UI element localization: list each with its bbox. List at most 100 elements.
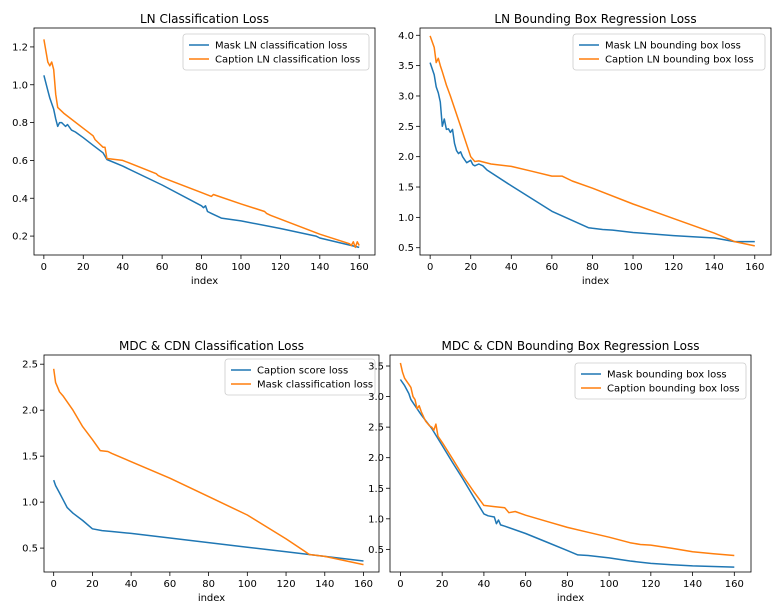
series-line-1 (399, 379, 735, 568)
x-tick-label: 80 (586, 262, 599, 273)
x-tick-label: 40 (125, 579, 138, 590)
x-tick-label: 40 (505, 262, 518, 273)
x-tick-label: 120 (271, 262, 290, 273)
x-tick-label: 0 (50, 579, 56, 590)
x-tick-label: 60 (163, 579, 176, 590)
x-axis-label: index (557, 593, 584, 604)
x-tick-label: 120 (277, 579, 296, 590)
x-tick-label: 0 (397, 579, 403, 590)
legend-label-1: Caption score loss (257, 366, 348, 377)
chart-title: LN Bounding Box Regression Loss (494, 12, 696, 26)
y-tick-label: 3.5 (398, 61, 414, 72)
y-tick-label: 2.5 (22, 360, 38, 371)
x-tick-label: 60 (546, 262, 559, 273)
y-tick-label: 1.0 (12, 80, 28, 91)
x-tick-label: 100 (623, 262, 642, 273)
chart-title: LN Classification Loss (140, 12, 269, 26)
series-line-1 (43, 75, 360, 249)
y-tick-label: 1.0 (22, 498, 38, 509)
legend: Mask LN classification loss Caption LN cl… (182, 33, 370, 71)
legend-box (574, 362, 747, 400)
x-tick-label: 160 (350, 262, 369, 273)
x-tick-label: 60 (156, 262, 169, 273)
legend-label-2: Caption LN bounding box loss (605, 55, 754, 66)
x-tick-label: 20 (86, 579, 99, 590)
y-tick-label: 0.4 (12, 194, 28, 205)
legend-box (182, 33, 370, 71)
legend-label-2: Mask classification loss (257, 380, 373, 391)
chart-2: LN Bounding Box Regression Loss 0 20 40 60 80… (398, 12, 772, 287)
legend-label-1: Mask bounding box loss (607, 370, 727, 381)
y-tick-label: 2.0 (368, 453, 384, 464)
x-tick-label: 80 (561, 579, 574, 590)
x-tick-label: 160 (354, 579, 373, 590)
plot-frame (43, 354, 380, 573)
x-axis-label: index (191, 276, 218, 287)
x-tick-label: 100 (600, 579, 619, 590)
x-tick-label: 80 (202, 579, 215, 590)
y-tick-label: 1.2 (12, 42, 28, 53)
x-tick-label: 140 (310, 262, 329, 273)
y-tick-label: 1.0 (368, 514, 384, 525)
x-tick-label: 140 (705, 262, 724, 273)
x-tick-label: 100 (231, 262, 250, 273)
y-tick-label: 2.0 (398, 152, 414, 163)
x-tick-label: 20 (436, 579, 449, 590)
y-tick-label: 3.5 (368, 362, 384, 373)
y-tick-label: 0.5 (22, 544, 38, 555)
x-axis-label: index (582, 276, 609, 287)
x-tick-label: 160 (725, 579, 744, 590)
x-tick-label: 100 (238, 579, 257, 590)
legend-label-1: Mask LN bounding box loss (605, 41, 741, 52)
legend-box (224, 358, 376, 396)
chart-title: MDC & CDN Classification Loss (119, 339, 304, 353)
x-tick-label: 20 (77, 262, 90, 273)
series-line-2 (429, 35, 755, 247)
x-tick-label: 140 (315, 579, 334, 590)
plot-frame (419, 27, 772, 256)
x-tick-label: 40 (116, 262, 129, 273)
x-tick-label: 20 (464, 262, 477, 273)
x-tick-label: 140 (683, 579, 702, 590)
legend: Mask bounding box loss Caption bounding b… (574, 362, 747, 400)
legend: Caption score loss Mask classification lo… (224, 358, 376, 396)
legend-label-2: Caption LN classification loss (215, 55, 360, 66)
y-tick-label: 1.5 (398, 183, 414, 194)
y-tick-label: 3.0 (398, 91, 414, 102)
series-line-2 (399, 362, 735, 557)
plot-frame (33, 27, 376, 256)
y-tick-label: 1.0 (398, 213, 414, 224)
y-tick-label: 1.5 (368, 484, 384, 495)
x-tick-label: 0 (41, 262, 47, 273)
y-tick-label: 2.0 (22, 406, 38, 417)
chart-4: MDC & CDN Bounding Box Regression Loss 0 2… (368, 339, 752, 604)
legend-label-1: Mask LN classification loss (215, 41, 347, 52)
x-tick-label: 60 (519, 579, 532, 590)
y-tick-label: 1.5 (22, 452, 38, 463)
x-tick-label: 80 (195, 262, 208, 273)
y-tick-label: 2.5 (398, 122, 414, 133)
legend-label-2: Caption bounding box loss (607, 384, 740, 395)
series-line-2 (43, 39, 360, 249)
x-tick-label: 120 (641, 579, 660, 590)
x-tick-label: 40 (478, 579, 491, 590)
series-line-1 (429, 62, 755, 243)
x-tick-label: 120 (664, 262, 683, 273)
chart-1: LN Classification Loss 0 20 40 60 80 100 120 140… (12, 12, 376, 287)
x-axis-label: index (198, 593, 225, 604)
plot-frame (389, 354, 752, 573)
legend-box (572, 33, 766, 71)
x-tick-label: 160 (745, 262, 764, 273)
y-tick-label: 0.8 (12, 118, 28, 129)
x-tick-label: 0 (427, 262, 433, 273)
series-line-1 (52, 479, 364, 562)
y-tick-label: 0.6 (12, 156, 28, 167)
series-line-2 (52, 368, 364, 566)
legend: Mask LN bounding box loss Caption LN boun… (572, 33, 766, 71)
y-tick-label: 0.2 (12, 232, 28, 243)
y-tick-label: 3.0 (368, 392, 384, 403)
y-tick-label: 2.5 (368, 423, 384, 434)
y-tick-label: 0.5 (398, 243, 414, 254)
y-tick-label: 0.5 (368, 545, 384, 556)
